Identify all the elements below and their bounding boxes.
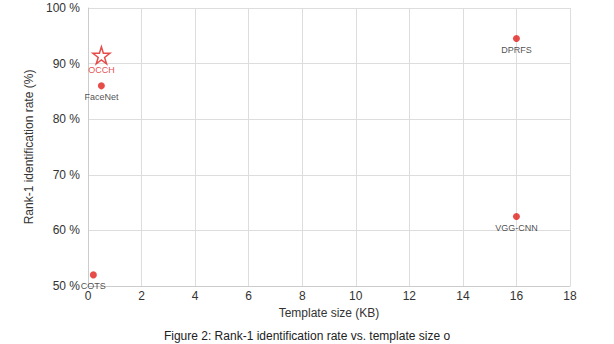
svg-text:COTS: COTS: [81, 281, 106, 291]
svg-text:80 %: 80 %: [53, 112, 81, 126]
svg-text:Template size (KB): Template size (KB): [279, 306, 380, 320]
svg-text:Figure 2: Rank-1 identificatio: Figure 2: Rank-1 identification rate vs.…: [164, 329, 450, 343]
svg-text:OCCH: OCCH: [88, 65, 115, 75]
svg-text:FaceNet: FaceNet: [84, 92, 119, 102]
svg-text:12: 12: [403, 289, 417, 303]
svg-text:18: 18: [563, 289, 577, 303]
svg-text:100 %: 100 %: [46, 1, 80, 15]
svg-text:0: 0: [85, 289, 92, 303]
svg-text:10: 10: [349, 289, 363, 303]
svg-text:4: 4: [192, 289, 199, 303]
svg-text:50 %: 50 %: [53, 279, 81, 293]
svg-text:90 %: 90 %: [53, 57, 81, 71]
svg-text:Rank-1 identification rate (%): Rank-1 identification rate (%): [22, 70, 36, 225]
svg-text:DPRFS: DPRFS: [501, 45, 532, 55]
svg-text:2: 2: [138, 289, 145, 303]
svg-text:60 %: 60 %: [53, 223, 81, 237]
svg-text:8: 8: [299, 289, 306, 303]
svg-text:6: 6: [245, 289, 252, 303]
svg-text:14: 14: [456, 289, 470, 303]
svg-text:70 %: 70 %: [53, 168, 81, 182]
svg-text:VGG-CNN: VGG-CNN: [495, 223, 538, 233]
svg-text:16: 16: [510, 289, 524, 303]
